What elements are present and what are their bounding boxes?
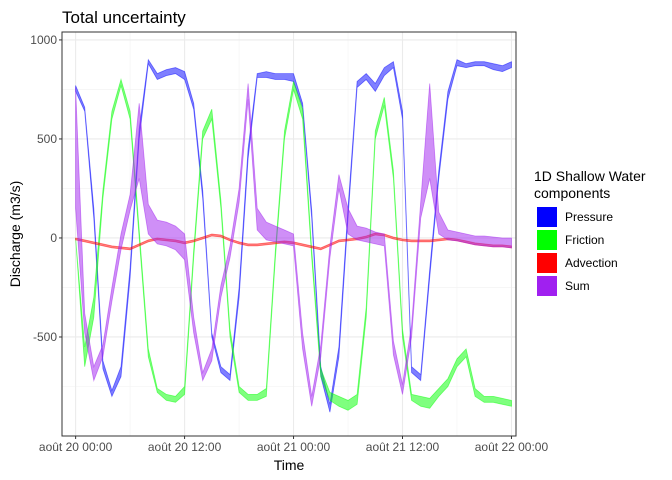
y-tick-label: -500 <box>33 330 57 344</box>
series-bands <box>75 58 512 413</box>
y-axis: 1000 500 0 -500 <box>30 33 62 344</box>
plot-border <box>61 31 517 437</box>
series-band-sum <box>75 83 512 407</box>
legend: 1D Shallow Water components Pressure Fric… <box>534 168 646 296</box>
x-axis: août 20 00:00 août 20 12:00 août 21 00:00 a… <box>39 436 549 454</box>
legend-label-pressure: Pressure <box>565 210 613 224</box>
legend-label-sum: Sum <box>565 279 590 293</box>
legend-label-advection: Advection <box>565 256 618 270</box>
series-band-pressure <box>75 58 512 413</box>
legend-keys: Pressure Friction Advection Sum <box>537 207 618 296</box>
x-tick-label: août 20 12:00 <box>148 440 222 454</box>
legend-label-friction: Friction <box>565 233 604 247</box>
x-tick-label: août 21 00:00 <box>257 440 331 454</box>
legend-key-friction <box>537 230 557 250</box>
minor-gridlines <box>62 32 516 436</box>
x-tick-label: août 20 00:00 <box>39 440 113 454</box>
legend-title-line-1: 1D Shallow Water <box>534 168 646 184</box>
legend-key-pressure <box>537 207 557 227</box>
y-tick-label: 500 <box>37 132 57 146</box>
x-axis-label: Time <box>274 457 305 473</box>
y-tick-label: 1000 <box>30 33 57 47</box>
x-tick-label: août 22 00:00 <box>475 440 549 454</box>
chart-title: Total uncertainty <box>62 8 186 27</box>
x-tick-label: août 21 12:00 <box>366 440 440 454</box>
legend-title-line-2: components <box>534 185 610 201</box>
legend-key-sum <box>537 276 557 296</box>
y-axis-label: Discharge (m3/s) <box>7 181 23 288</box>
series-band-friction <box>75 78 512 411</box>
legend-key-advection <box>537 253 557 273</box>
y-tick-label: 0 <box>50 231 57 245</box>
